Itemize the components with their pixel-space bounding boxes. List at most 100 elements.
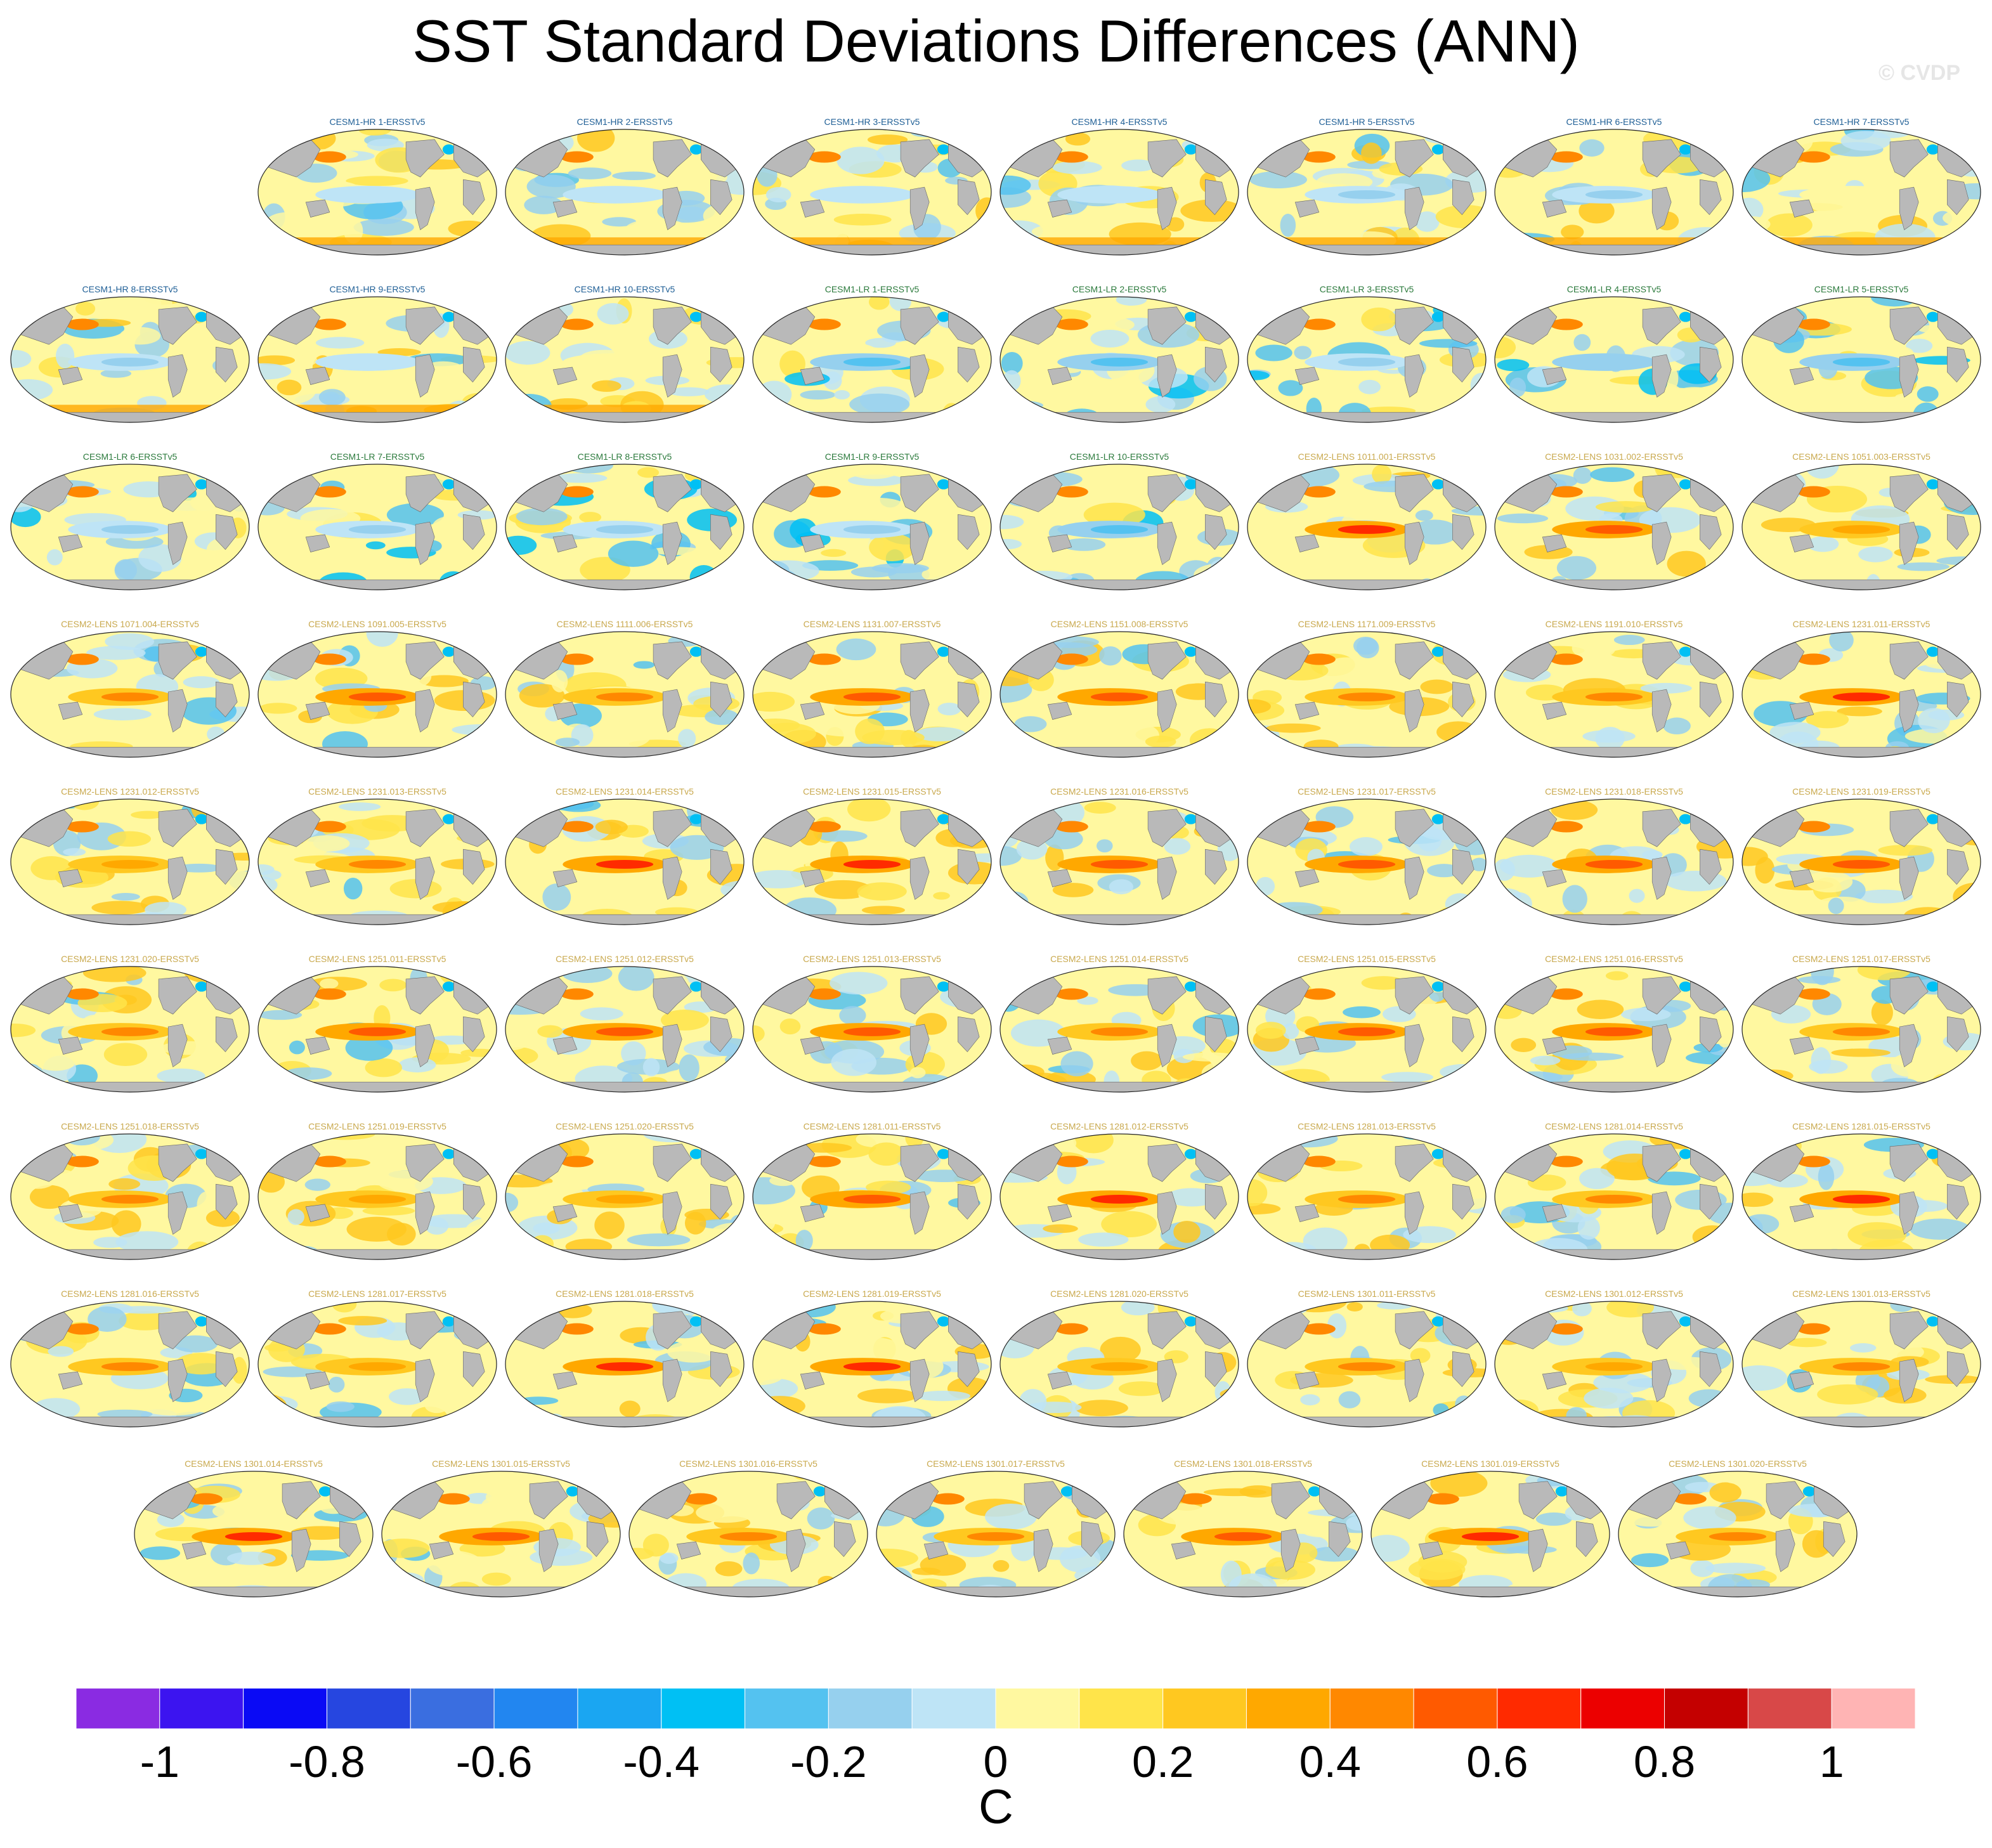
anomaly-blob [1522, 1304, 1568, 1313]
anomaly-blob [462, 393, 493, 412]
anomaly-blob [779, 1018, 801, 1035]
equatorial-core [348, 860, 407, 869]
north-atlantic-spot [1060, 1486, 1074, 1497]
anomaly-blob [1189, 728, 1229, 753]
land-mass [1947, 514, 1969, 550]
land-mass [1147, 809, 1187, 847]
anomaly-blob [1690, 1559, 1715, 1577]
colorbar-tick-label: -0.4 [623, 1737, 700, 1782]
anomaly-blob [1012, 745, 1055, 757]
north-atlantic-spot [195, 1148, 208, 1159]
land-mass [958, 1351, 980, 1388]
map-panel: CESM1-HR 4-ERSSTv5 [999, 117, 1239, 256]
anomaly-blob [1420, 679, 1454, 694]
anomaly-blob [1017, 859, 1033, 875]
anomaly-blob [303, 835, 350, 852]
anomaly-blob [1084, 802, 1116, 814]
anomaly-blob [1156, 1585, 1180, 1597]
kuroshio-spot [313, 486, 346, 498]
panel-label: CESM2-LENS 1151.008-ERSSTv5 [1051, 619, 1188, 629]
map-panel: CESM1-HR 5-ERSSTv5 [1247, 117, 1487, 256]
map-panel: CESM2-LENS 1231.012-ERSSTv5 [10, 786, 250, 925]
equatorial-core [967, 1532, 1025, 1541]
land-mass [1899, 1358, 1919, 1402]
land-mass [1294, 701, 1320, 720]
anomaly-blob [1447, 472, 1486, 482]
anomaly-blob [1348, 1173, 1397, 1185]
land-mass [291, 1528, 311, 1572]
map-panel: CESM2-LENS 1191.010-ERSSTv5 [1494, 619, 1734, 758]
land-mass [1395, 1143, 1434, 1182]
land-mass [800, 701, 825, 720]
land-mass [653, 809, 692, 847]
land-mass [1205, 849, 1227, 885]
anomaly-blob [1674, 387, 1715, 403]
anomaly-blob [679, 1054, 700, 1082]
anomaly-blob [343, 877, 363, 900]
equatorial-core [1090, 190, 1149, 199]
land-mass [281, 914, 474, 925]
land-mass [415, 689, 435, 732]
land-mass [167, 1358, 188, 1402]
map-panel: CESM1-LR 10-ERSSTv5 [999, 452, 1239, 590]
land-mass [1789, 1036, 1814, 1055]
map-panel: CESM1-HR 6-ERSSTv5 [1494, 117, 1734, 256]
anomaly-blob [1910, 916, 1967, 925]
colorbar-swatch [1246, 1688, 1331, 1729]
land-mass [1642, 809, 1681, 847]
map-outline [505, 129, 745, 256]
anomaly-blob [1495, 971, 1528, 993]
anomaly-blob [465, 1218, 497, 1246]
panel-label: CESM2-LENS 1281.017-ERSSTv5 [308, 1289, 446, 1299]
anomaly-blob [328, 1376, 345, 1393]
kuroshio-spot [1055, 988, 1088, 1000]
land-mass [1642, 306, 1681, 345]
anomaly-blob [1859, 644, 1887, 654]
land-mass [776, 1481, 816, 1519]
anomaly-blob [1000, 400, 1044, 411]
equatorial-core [1090, 358, 1149, 367]
anomaly-blob [338, 802, 381, 811]
anomaly-blob [1346, 1302, 1363, 1311]
north-atlantic-spot [442, 814, 455, 824]
land-mass [909, 521, 930, 565]
colorbar-swatch [1831, 1688, 1916, 1729]
land-mass [1651, 186, 1672, 230]
colorbar-swatch [1747, 1688, 1832, 1729]
land-mass [1147, 306, 1187, 345]
map-outline [1741, 966, 1981, 1093]
land-mass [1765, 1249, 1958, 1259]
land-mass [1294, 1371, 1320, 1389]
map-panel: CESM2-LENS 1251.018-ERSSTv5 [10, 1121, 250, 1260]
anomaly-blob [1247, 1077, 1282, 1092]
kuroshio-spot [1055, 1323, 1088, 1335]
map-panel: CESM2-LENS 1111.006-ERSSTv5 [505, 619, 745, 758]
land-mass [958, 1016, 980, 1053]
anomaly-blob [1131, 1051, 1162, 1070]
north-atlantic-spot [195, 479, 208, 490]
land-mass [1651, 521, 1672, 565]
land-mass [305, 1371, 330, 1389]
north-atlantic-spot [1431, 479, 1445, 490]
anomaly-blob [753, 1025, 765, 1043]
panel-label: CESM1-LR 2-ERSSTv5 [1072, 284, 1167, 294]
map-outline [505, 1301, 745, 1428]
map-panel: CESM2-LENS 1281.018-ERSSTv5 [505, 1289, 745, 1428]
kuroshio-spot [436, 1493, 470, 1505]
land-mass [528, 1249, 721, 1259]
anomaly-blob [1266, 723, 1321, 733]
anomaly-blob [1840, 131, 1891, 151]
anomaly-blob [753, 869, 809, 888]
anomaly-blob [1075, 1400, 1128, 1417]
land-mass [305, 1036, 330, 1055]
equatorial-core [1338, 860, 1396, 869]
land-mass [1081, 1521, 1103, 1558]
panel-label: CESM1-HR 4-ERSSTv5 [1072, 117, 1168, 127]
anomaly-blob [1754, 464, 1781, 479]
anomaly-blob [1578, 297, 1622, 315]
kuroshio-spot [807, 988, 841, 1000]
kuroshio-spot [65, 988, 99, 1000]
anomaly-blob [1099, 646, 1122, 666]
anomaly-blob [1839, 804, 1898, 818]
land-mass [1889, 641, 1929, 680]
